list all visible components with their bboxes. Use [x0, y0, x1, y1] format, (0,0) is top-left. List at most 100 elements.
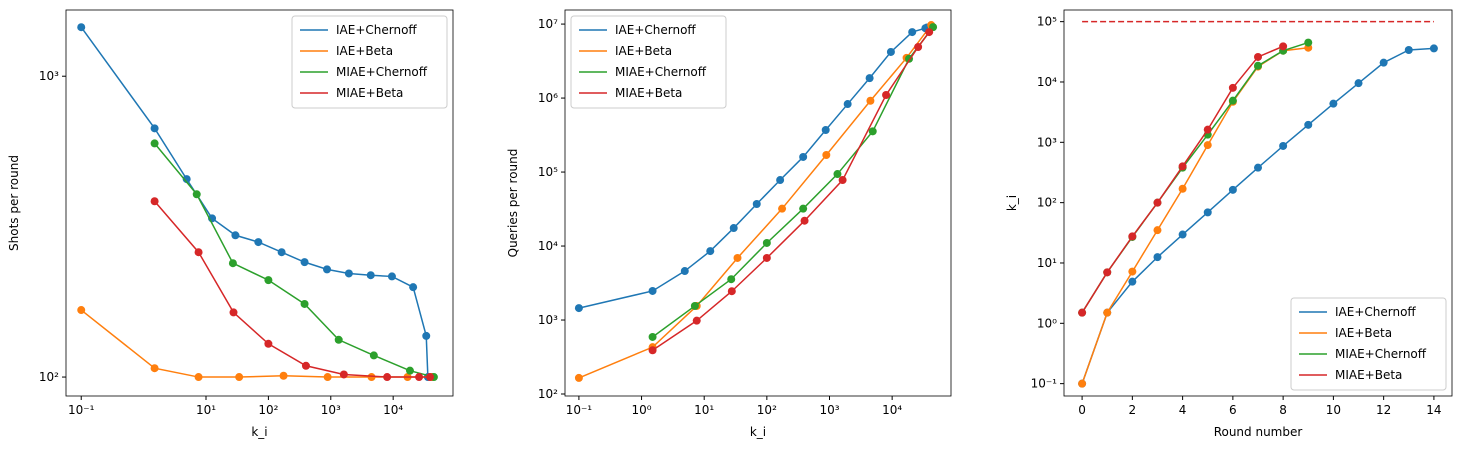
point [415, 373, 424, 382]
x-tick-label: 12 [1376, 403, 1391, 417]
y-axis-label: Shots per round [7, 155, 21, 251]
point [729, 224, 738, 233]
x-tick-label: 10² [757, 403, 777, 417]
x-tick-label: 4 [1179, 403, 1187, 417]
point [822, 151, 831, 160]
x-tick-label: 8 [1279, 403, 1287, 417]
point [229, 308, 238, 317]
point [339, 370, 348, 379]
point [868, 127, 877, 136]
point [1153, 198, 1162, 207]
point [800, 216, 809, 225]
point [1254, 52, 1262, 61]
y-tick-label: 10³ [538, 313, 558, 327]
legend: IAE+Chernoff IAE+Beta MIAE+Chernoff MIAE+Be… [291, 15, 448, 109]
point [762, 253, 771, 262]
legend-label: MIAE+Beta [336, 86, 403, 100]
y-tick-label: 10⁰ [1037, 316, 1057, 330]
point [1203, 208, 1212, 217]
legend-label: IAE+Chernoff [336, 23, 417, 37]
series-line [1081, 46, 1309, 384]
x-tick-label: 10³ [321, 403, 341, 417]
plot-frame [1063, 9, 1453, 397]
x-tick-label: 2 [1129, 403, 1137, 417]
point [1178, 162, 1187, 171]
point [300, 258, 309, 267]
legend-label: MIAE+Chernoff [1335, 347, 1427, 361]
point [1228, 96, 1237, 105]
point [194, 373, 203, 382]
point [150, 124, 159, 133]
point [882, 91, 891, 100]
point [680, 267, 689, 276]
point [369, 351, 378, 360]
y-axis-label: k_i [1005, 195, 1019, 211]
x-tick-label: 10² [258, 403, 278, 417]
point [387, 272, 396, 281]
point [1103, 308, 1112, 317]
point [690, 301, 699, 310]
x-tick-label: 10⁻¹ [68, 403, 95, 417]
legend-box [291, 15, 448, 109]
legend-label: MIAE+Chernoff [615, 65, 707, 79]
point [752, 200, 761, 209]
point [1203, 141, 1212, 150]
point [150, 364, 159, 373]
legend-box [570, 15, 727, 109]
point [150, 139, 159, 148]
legend-label: IAE+Beta [615, 44, 672, 58]
point [778, 204, 787, 213]
point [1078, 308, 1087, 317]
legend: IAE+Chernoff IAE+Beta MIAE+Chernoff MIAE+Be… [570, 15, 727, 109]
point [182, 175, 191, 184]
x-tick-label: 0 [1078, 403, 1086, 417]
x-axis-label: Round number [1214, 425, 1303, 439]
y-tick-label: 10¹ [1037, 256, 1057, 270]
point [277, 248, 286, 257]
point [1103, 268, 1112, 277]
y-tick-label: 10³ [39, 69, 59, 83]
point [833, 170, 842, 179]
x-tick-label: 10¹ [196, 403, 216, 417]
point [1128, 267, 1137, 276]
point [1279, 141, 1288, 150]
legend-label: IAE+Beta [336, 44, 393, 58]
point [77, 23, 86, 32]
y-tick-label: 10⁷ [538, 17, 558, 31]
legend-label: IAE+Beta [1335, 326, 1392, 340]
legend-label: MIAE+Chernoff [336, 65, 428, 79]
point [1329, 99, 1338, 108]
point [1404, 45, 1413, 54]
series-line [1081, 41, 1309, 314]
x-tick-label: 10¹ [694, 403, 714, 417]
point [301, 361, 310, 370]
point [323, 265, 332, 274]
y-tick-label: 10⁶ [538, 91, 558, 105]
legend-label: IAE+Chernoff [615, 23, 696, 37]
point [908, 28, 917, 37]
point [914, 43, 923, 52]
y-tick-label: 10² [538, 387, 558, 401]
y-tick-label: 10⁴ [538, 239, 558, 253]
point [344, 269, 353, 278]
point [843, 100, 852, 109]
y-tick-label: 10³ [1037, 135, 1057, 149]
point [733, 253, 742, 262]
series-line [80, 309, 433, 378]
y-tick-label: 10² [39, 370, 59, 384]
legend-label: MIAE+Beta [615, 86, 682, 100]
point [574, 304, 583, 313]
y-axis-label: Queries per round [506, 149, 520, 258]
point [1304, 38, 1313, 47]
y-tick-label: 10⁵ [538, 165, 558, 179]
point [1379, 58, 1388, 67]
point [1153, 253, 1162, 262]
x-tick-label: 6 [1229, 403, 1237, 417]
y-tick-label: 10⁴ [1037, 75, 1057, 89]
point [150, 197, 159, 206]
y-tick-label: 10² [1037, 196, 1057, 210]
point [1304, 120, 1313, 129]
point [1254, 163, 1262, 172]
x-tick-label: 10⁻¹ [566, 403, 593, 417]
